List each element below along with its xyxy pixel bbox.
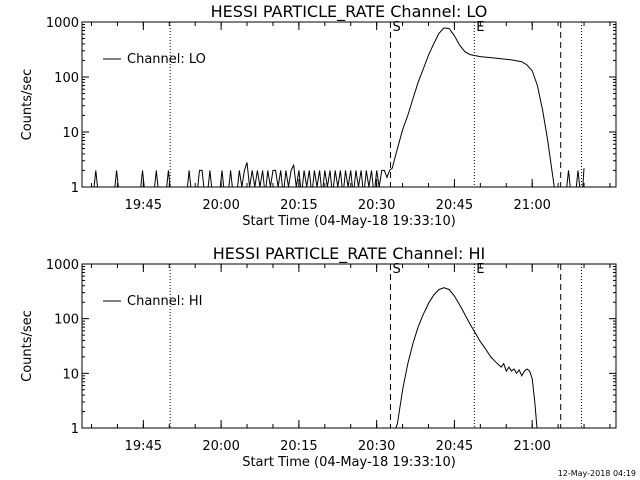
plot-elements-hi: 1 10 100 1000 19:45 20:00 20:15 20:30 20:45 21:00… xyxy=(46,258,616,454)
footer-timestamp: 12-May-2018 04:19 xyxy=(558,469,636,478)
plot-frame-hi xyxy=(81,263,617,429)
y-axis-label-hi: Counts/sec xyxy=(20,310,35,382)
series-line-hi xyxy=(395,287,538,428)
x-tick-label-lo: 21:00 xyxy=(513,198,550,213)
chart-title-lo: HESSI PARTICLE_RATE Channel: LO xyxy=(211,2,488,22)
plot-elements-lo: 1 10 100 1000 19:45 20:00 20:15 20:30 20:45 21:00… xyxy=(46,16,616,213)
y-tick-label-hi: 100 xyxy=(54,313,79,328)
marker-label: E xyxy=(476,262,484,277)
y-tick-label-hi: 10 xyxy=(62,367,79,382)
x-tick-label-hi: 20:00 xyxy=(202,439,239,454)
x-tick-label-lo: 19:45 xyxy=(125,198,162,213)
x-tick-label-lo: 20:15 xyxy=(280,198,317,213)
x-tick-label-hi: 20:15 xyxy=(280,439,317,454)
x-tick-label-lo: 20:45 xyxy=(436,198,473,213)
legend-entry-lo: Channel: LO xyxy=(127,52,206,67)
marker-label: E xyxy=(476,20,484,35)
y-tick-label-lo: 10 xyxy=(62,126,79,141)
panel-hi: HESSI PARTICLE_RATE Channel: HI Start Ti… xyxy=(20,244,617,470)
y-tick-label-lo: 1 xyxy=(71,181,79,196)
x-tick-label-hi: 21:00 xyxy=(513,439,550,454)
panel-lo: HESSI PARTICLE_RATE Channel: LO Start Ti… xyxy=(20,2,617,229)
x-axis-label-hi: Start Time (04-May-18 19:33:10) xyxy=(242,455,456,470)
series-line-lo xyxy=(93,27,585,187)
y-axis-label-lo: Counts/sec xyxy=(20,69,35,141)
x-tick-label-lo: 20:30 xyxy=(358,198,395,213)
y-tick-label-lo: 100 xyxy=(54,71,79,86)
chart-title-hi: HESSI PARTICLE_RATE Channel: HI xyxy=(213,244,486,264)
x-axis-label-lo: Start Time (04-May-18 19:33:10) xyxy=(242,214,456,229)
marker-label: S xyxy=(392,20,400,35)
x-tick-label-hi: 19:45 xyxy=(125,439,162,454)
y-tick-label-hi: 1000 xyxy=(46,258,79,273)
marker-label: S xyxy=(392,262,400,277)
y-tick-label-lo: 1000 xyxy=(46,16,79,31)
plot-frame-lo xyxy=(81,21,617,188)
x-tick-label-lo: 20:00 xyxy=(202,198,239,213)
x-tick-label-hi: 20:45 xyxy=(436,439,473,454)
y-tick-label-hi: 1 xyxy=(71,422,79,437)
legend-entry-hi: Channel: HI xyxy=(127,294,203,309)
x-tick-label-hi: 20:30 xyxy=(358,439,395,454)
